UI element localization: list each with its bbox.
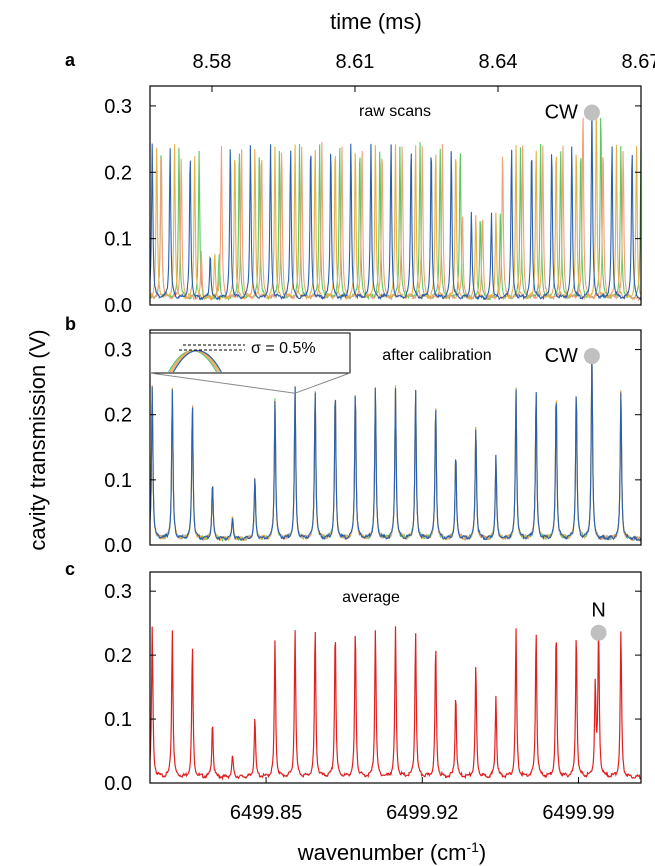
top-tick-label: 8.67 [622,51,655,73]
panel-c: c 0.0 0.1 0.2 0.3 6499.85 6499.92 6499.99 averag… [65,559,642,824]
series-line [150,105,641,301]
plot-frame [149,329,642,546]
panel-a: a 0.0 0.1 0.2 0.3 8.58 8.61 8.64 8.67 raw scans CW [65,50,655,317]
inset-curve [172,349,222,373]
y-tick-label: 0.2 [104,645,132,667]
x-tick-label: 6499.85 [230,802,302,824]
marker-label: CW [545,102,578,124]
series-line [150,350,641,543]
series-line [150,108,641,301]
y-tick-label: 0.0 [104,773,132,795]
marker-label: CW [545,345,578,367]
series-line [150,349,641,542]
marker-circle [590,624,607,641]
top-tick-label: 8.61 [336,51,375,73]
y-tick-label: 0.1 [104,709,132,731]
y-tick-label: 0.1 [104,470,132,492]
bottom-axis-title: wavenumber (cm-1) [297,839,487,865]
plot-frame [149,571,642,784]
series-group [150,626,641,781]
series-group [150,349,641,543]
panel-annotation: after calibration [382,347,491,364]
y-tick-label: 0.3 [104,340,132,362]
x-tick-label: 6499.99 [542,802,614,824]
y-tick-label: 0.3 [104,581,132,603]
y-tick-label: 0.1 [104,229,132,251]
panel-annotation: average [342,589,400,606]
bottom-axis-title-main: wavenumber (cm [297,840,467,865]
panel-b: b 0.0 0.1 0.2 0.3 after calibration CW σ = 0.5% [65,314,642,557]
panel-letter-c: c [65,559,75,579]
marker-circle [583,104,600,121]
panel-letter-a: a [65,50,76,70]
inset-connector [149,372,296,394]
inset-label: σ = 0.5% [251,340,316,357]
y-tick-label: 0.0 [104,535,132,557]
y-tick-label: 0.0 [104,295,132,317]
y-tick-label: 0.3 [104,96,132,118]
series-line [150,626,641,781]
plot-frame [149,85,642,306]
panel-letter-b: b [65,314,76,334]
series-group [150,105,641,303]
y-axis-title: cavity transmission (V) [25,329,50,550]
panel-annotation: raw scans [359,103,431,120]
top-tick-label: 8.58 [193,51,232,73]
marker-label: N [591,600,605,622]
y-tick-label: 0.2 [104,162,132,184]
series-line [150,351,641,542]
bottom-axis-title-exponent: -1 [466,839,479,855]
top-tick-label: 8.64 [479,51,518,73]
inset-box [149,332,351,374]
inset-connector [294,372,351,394]
x-tick-label: 6499.92 [386,802,458,824]
marker-circle [583,348,600,365]
y-tick-label: 0.2 [104,405,132,427]
series-line [150,350,641,543]
top-axis-title: time (ms) [330,9,422,34]
